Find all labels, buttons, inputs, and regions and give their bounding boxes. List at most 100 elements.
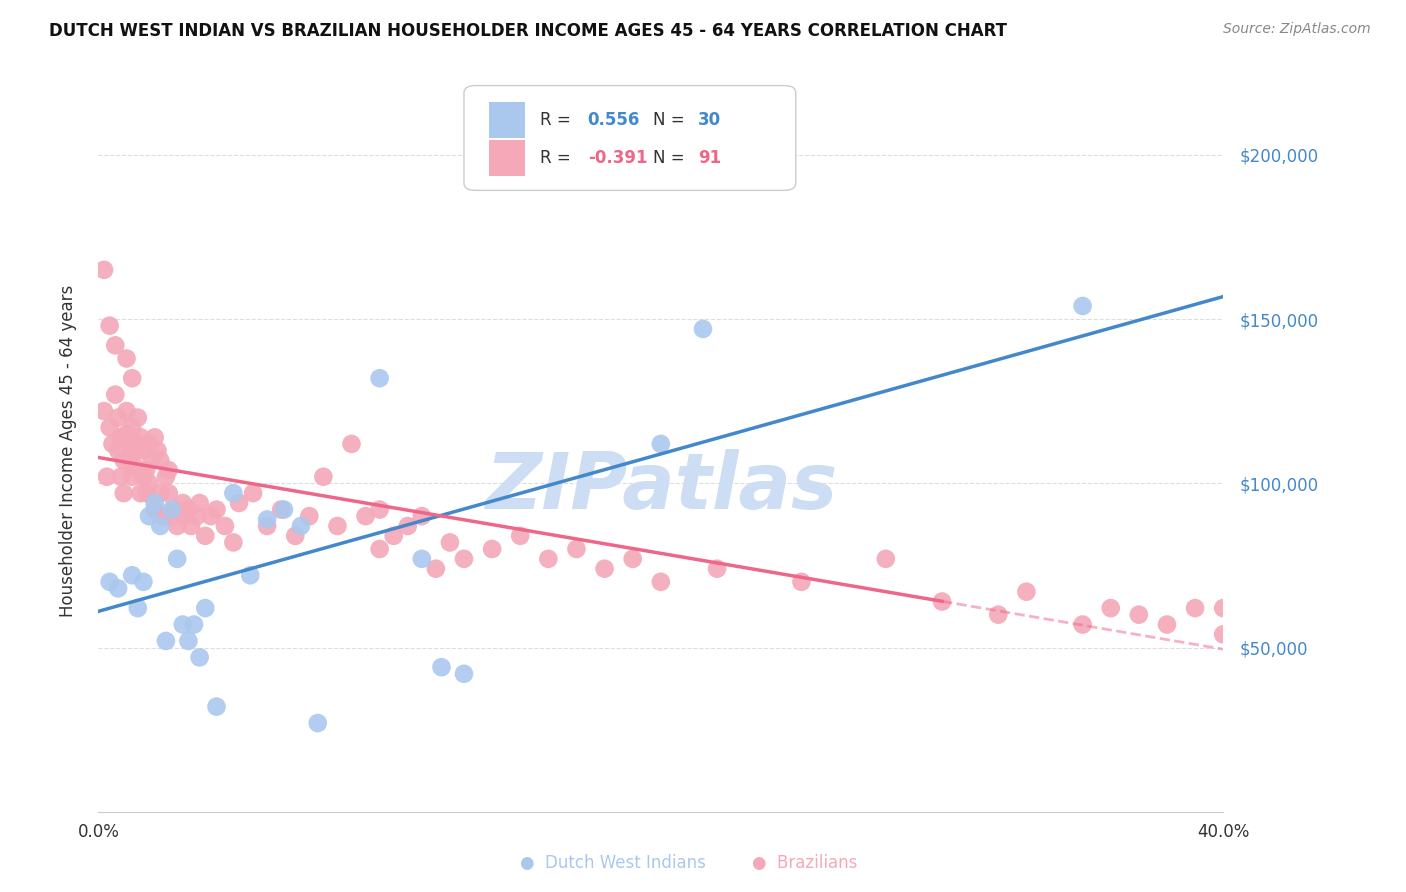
Point [163,502,186,516]
Point [124,443,146,458]
Point [180,519,202,533]
Point [104,338,127,352]
Point [222,535,245,549]
Point [121,420,143,434]
Text: N =: N = [652,149,690,167]
Point [177,634,200,648]
Point [481,541,503,556]
Point [368,502,391,516]
Point [593,562,616,576]
Point [256,512,278,526]
Point [127,410,149,425]
Point [205,502,228,516]
Point [118,453,141,467]
Point [256,519,278,533]
Point [172,617,194,632]
Point [565,541,588,556]
Point [239,568,262,582]
Point [1128,607,1150,622]
Point [790,574,813,589]
Point [143,496,166,510]
Point [127,601,149,615]
Point [188,496,211,510]
Point [121,469,143,483]
Point [112,453,135,467]
Point [121,371,143,385]
Point [157,463,180,477]
Point [183,617,205,632]
Point [200,509,222,524]
Point [146,443,169,458]
Point [1184,601,1206,615]
Point [425,562,447,576]
Point [98,318,121,333]
Point [115,351,138,366]
Point [228,496,250,510]
Bar [489,102,524,138]
Point [143,430,166,444]
Point [127,437,149,451]
Point [430,660,453,674]
Y-axis label: Householder Income Ages 45 - 64 years: Householder Income Ages 45 - 64 years [59,285,77,616]
Point [396,519,419,533]
Point [706,562,728,576]
Point [132,574,155,589]
Point [155,469,177,483]
Point [368,371,391,385]
Point [242,486,264,500]
Point [931,594,953,608]
Point [692,322,714,336]
Point [115,427,138,442]
Point [650,437,672,451]
Point [143,502,166,516]
Point [270,502,292,516]
Text: -0.391: -0.391 [588,149,647,167]
Point [152,509,174,524]
Point [138,509,160,524]
Point [875,551,897,566]
Point [98,420,121,434]
Text: R =: R = [540,149,576,167]
Point [509,529,531,543]
Point [453,551,475,566]
Point [129,486,152,500]
Point [138,476,160,491]
Point [172,509,194,524]
Point [1071,299,1094,313]
Text: 30: 30 [697,111,721,129]
Text: R =: R = [540,111,576,129]
Point [135,486,157,500]
Point [110,469,132,483]
Text: ●  Dutch West Indians: ● Dutch West Indians [520,855,706,872]
Point [115,404,138,418]
Point [157,486,180,500]
Point [124,459,146,474]
Point [186,509,208,524]
Point [290,519,312,533]
Point [96,469,118,483]
Point [298,509,321,524]
Point [222,486,245,500]
Point [284,529,307,543]
Point [104,387,127,401]
Point [312,469,335,483]
Text: 0.556: 0.556 [588,111,640,129]
Point [138,437,160,451]
Point [166,551,188,566]
Point [382,529,405,543]
Bar [489,140,524,176]
Point [166,519,188,533]
Point [411,509,433,524]
Point [107,443,129,458]
Point [188,650,211,665]
Point [307,716,329,731]
Point [354,509,377,524]
Point [194,601,217,615]
Text: DUTCH WEST INDIAN VS BRAZILIAN HOUSEHOLDER INCOME AGES 45 - 64 YEARS CORRELATION: DUTCH WEST INDIAN VS BRAZILIAN HOUSEHOLD… [49,22,1007,40]
Text: N =: N = [652,111,690,129]
Point [149,453,172,467]
Point [93,404,115,418]
Point [112,486,135,500]
Point [129,430,152,444]
Text: 91: 91 [697,149,721,167]
